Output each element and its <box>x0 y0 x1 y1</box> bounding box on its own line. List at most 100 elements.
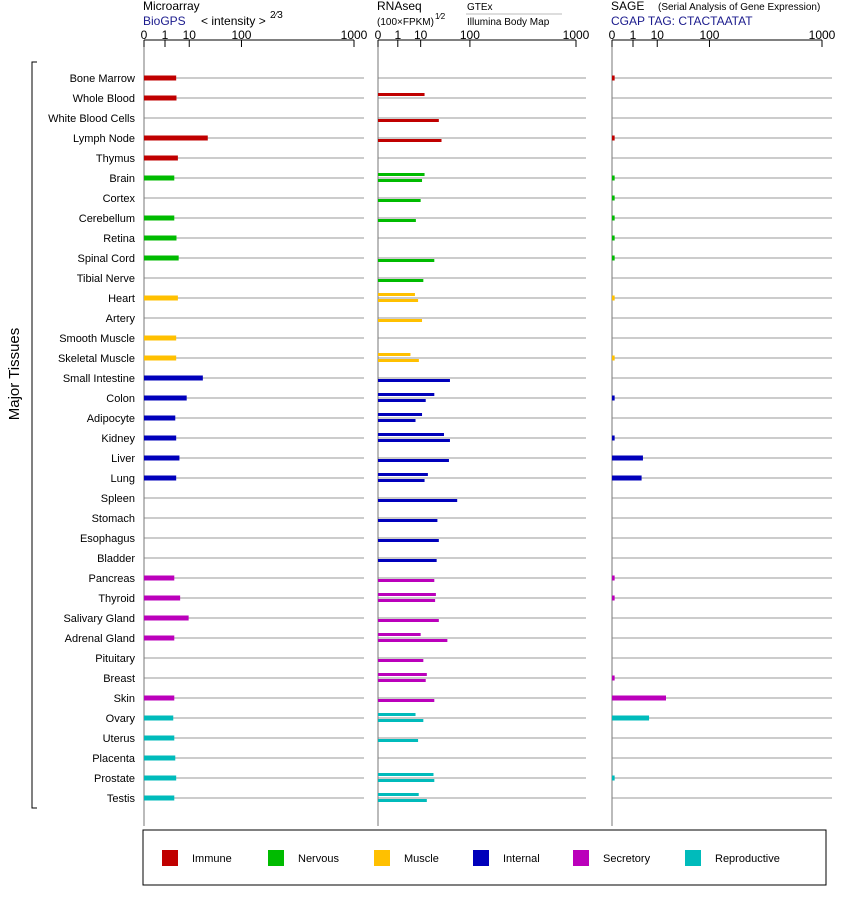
gtex-bar <box>378 93 425 96</box>
illumina-bar <box>378 179 423 182</box>
expression-bars <box>144 75 666 802</box>
illumina-bar <box>378 419 416 422</box>
microarray-bar <box>144 255 179 261</box>
panel-axes: 0 1 10 100 1000 0 1 10 100 1000 0 1 10 100 1000 <box>141 28 836 826</box>
tissue-label: Cortex <box>103 193 136 205</box>
illumina-bar <box>378 519 438 522</box>
illumina-bar <box>378 719 424 722</box>
microarray-scale-exp: 2⁄3 <box>270 10 283 21</box>
tick-label: 10 <box>183 28 197 42</box>
tissue-label: Colon <box>106 393 135 405</box>
tissue-label: Retina <box>103 233 136 245</box>
microarray-bar <box>144 175 175 181</box>
tissue-label: Kidney <box>101 433 135 445</box>
legend-label: Immune <box>192 853 232 865</box>
microarray-bar <box>144 155 178 161</box>
illumina-bar <box>378 359 419 362</box>
illumina-bar <box>378 439 450 442</box>
microarray-bar <box>144 335 177 341</box>
microarray-bar <box>144 375 203 381</box>
sage-bar <box>612 775 615 781</box>
tick-label: 1 <box>394 28 401 42</box>
sage-bar <box>612 455 643 461</box>
microarray-source: BioGPS <box>143 14 186 28</box>
microarray-bar <box>144 575 175 581</box>
microarray-bar <box>144 135 208 141</box>
tissue-label: Tibial Nerve <box>77 273 135 285</box>
tissue-label: Heart <box>108 293 135 305</box>
microarray-bar <box>144 695 175 701</box>
tissue-label: Thyroid <box>98 593 135 605</box>
sage-bar <box>612 295 615 301</box>
illumina-bar <box>378 399 426 402</box>
illumina-bar <box>378 539 439 542</box>
illumina-bar <box>378 679 426 682</box>
tissue-label: Adrenal Gland <box>65 633 135 645</box>
microarray-bar <box>144 715 174 721</box>
sage-bar <box>612 675 615 681</box>
tick-label: 0 <box>141 28 148 42</box>
tick-label: 100 <box>231 28 251 42</box>
tissue-label: Esophagus <box>80 533 136 545</box>
illumina-bar <box>378 119 439 122</box>
rnaseq-title: RNAseq <box>377 0 422 13</box>
illumina-bar <box>378 579 435 582</box>
sage-bar <box>612 235 615 241</box>
tissue-label: Cerebellum <box>79 213 135 225</box>
tissue-label: Artery <box>106 313 136 325</box>
gtex-bar <box>378 673 427 676</box>
tissue-label: Brain <box>109 173 135 185</box>
illumina-bar <box>378 779 435 782</box>
illumina-bar <box>378 479 425 482</box>
microarray-bar <box>144 355 177 361</box>
tick-label: 1 <box>630 28 637 42</box>
microarray-bar <box>144 215 175 221</box>
rnaseq-scale: (100×FPKM) <box>377 17 434 28</box>
illumina-bar <box>378 459 449 462</box>
legend-label: Reproductive <box>715 853 780 865</box>
tissue-label: Skeletal Muscle <box>58 353 135 365</box>
illumina-bar <box>378 379 450 382</box>
tissue-label: Lung <box>111 473 135 485</box>
gtex-bar <box>378 633 421 636</box>
microarray-bar <box>144 635 175 641</box>
sage-bar <box>612 475 642 481</box>
sage-bar <box>612 135 615 141</box>
sage-tag: CGAP TAG: CTACTAATAT <box>611 14 753 28</box>
illumina-bar <box>378 259 435 262</box>
sage-bar <box>612 595 615 601</box>
tick-label: 0 <box>609 28 616 42</box>
gtex-bar <box>378 433 444 436</box>
y-axis-label: Major Tissues <box>6 328 23 421</box>
microarray-title: Microarray <box>143 0 200 13</box>
illumina-bar <box>378 299 419 302</box>
gtex-bar <box>378 353 411 356</box>
illumina-bar <box>378 279 424 282</box>
legend-label: Internal <box>503 853 540 865</box>
sage-bar <box>612 435 615 441</box>
microarray-bar <box>144 435 177 441</box>
microarray-bar <box>144 75 177 81</box>
sage-bar <box>612 255 615 261</box>
y-axis-bracket <box>31 61 37 809</box>
microarray-bar <box>144 615 189 621</box>
legend-swatch <box>374 850 390 866</box>
tissue-label: Liver <box>111 453 135 465</box>
legend-swatch <box>162 850 178 866</box>
legend-label: Nervous <box>298 853 339 865</box>
microarray-bar <box>144 95 177 101</box>
tick-label: 1000 <box>341 28 368 42</box>
sage-bar <box>612 575 615 581</box>
tissue-label: Ovary <box>106 713 136 725</box>
legend-swatch <box>573 850 589 866</box>
sage-bar <box>612 175 615 181</box>
illumina-bar <box>378 559 437 562</box>
tissue-label: Prostate <box>94 773 135 785</box>
sage-bar <box>612 75 615 81</box>
illumina-bar <box>378 659 424 662</box>
tissue-label: Spinal Cord <box>78 253 135 265</box>
tick-label: 10 <box>651 28 665 42</box>
gtex-bar <box>378 393 435 396</box>
microarray-bar <box>144 235 177 241</box>
